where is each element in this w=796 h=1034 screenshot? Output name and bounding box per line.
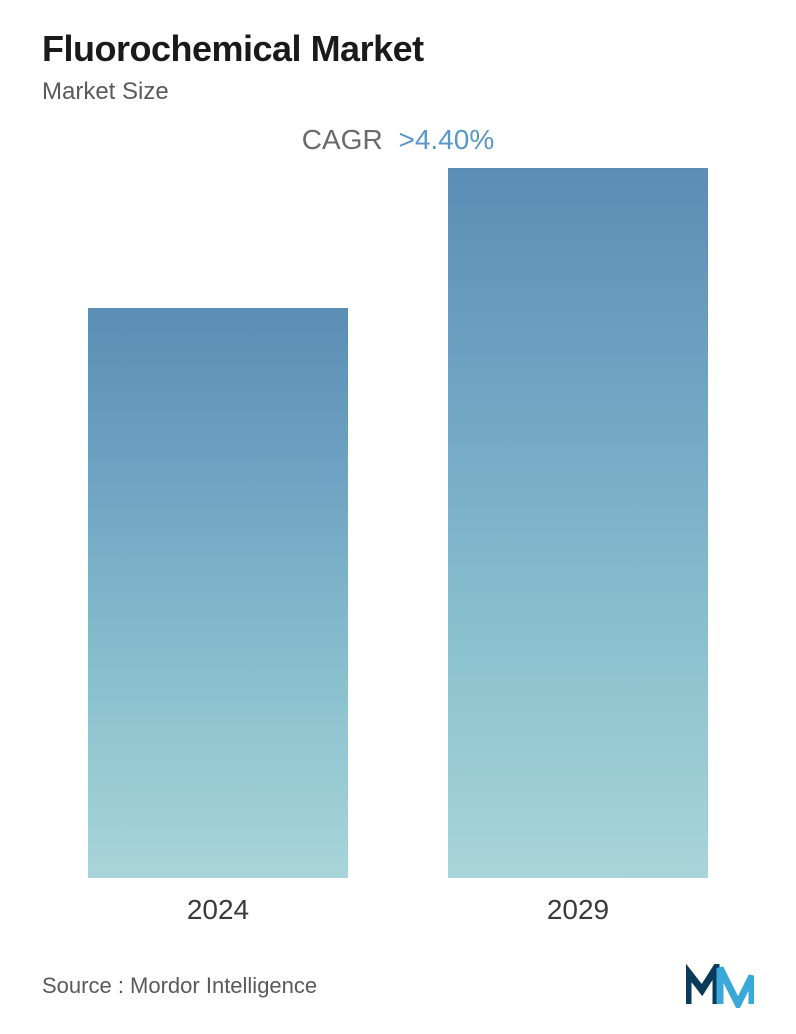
chart-title: Fluorochemical Market: [42, 28, 754, 70]
chart-area: 2024 2029: [42, 168, 754, 942]
cagr-row: CAGR >4.40%: [42, 124, 754, 156]
brand-logo-icon: [686, 964, 754, 1008]
chart-container: Fluorochemical Market Market Size CAGR >…: [0, 0, 796, 1034]
source-text: Source : Mordor Intelligence: [42, 973, 317, 999]
bar-1: [448, 168, 708, 878]
footer: Source : Mordor Intelligence: [42, 942, 754, 1034]
bar-group-0: 2024: [88, 308, 348, 926]
bar-0: [88, 308, 348, 878]
chart-subtitle: Market Size: [42, 78, 754, 106]
bar-label-0: 2024: [187, 894, 249, 926]
cagr-value: >4.40%: [398, 124, 494, 155]
bar-label-1: 2029: [547, 894, 609, 926]
cagr-label: CAGR: [302, 124, 383, 155]
bar-group-1: 2029: [448, 168, 708, 926]
